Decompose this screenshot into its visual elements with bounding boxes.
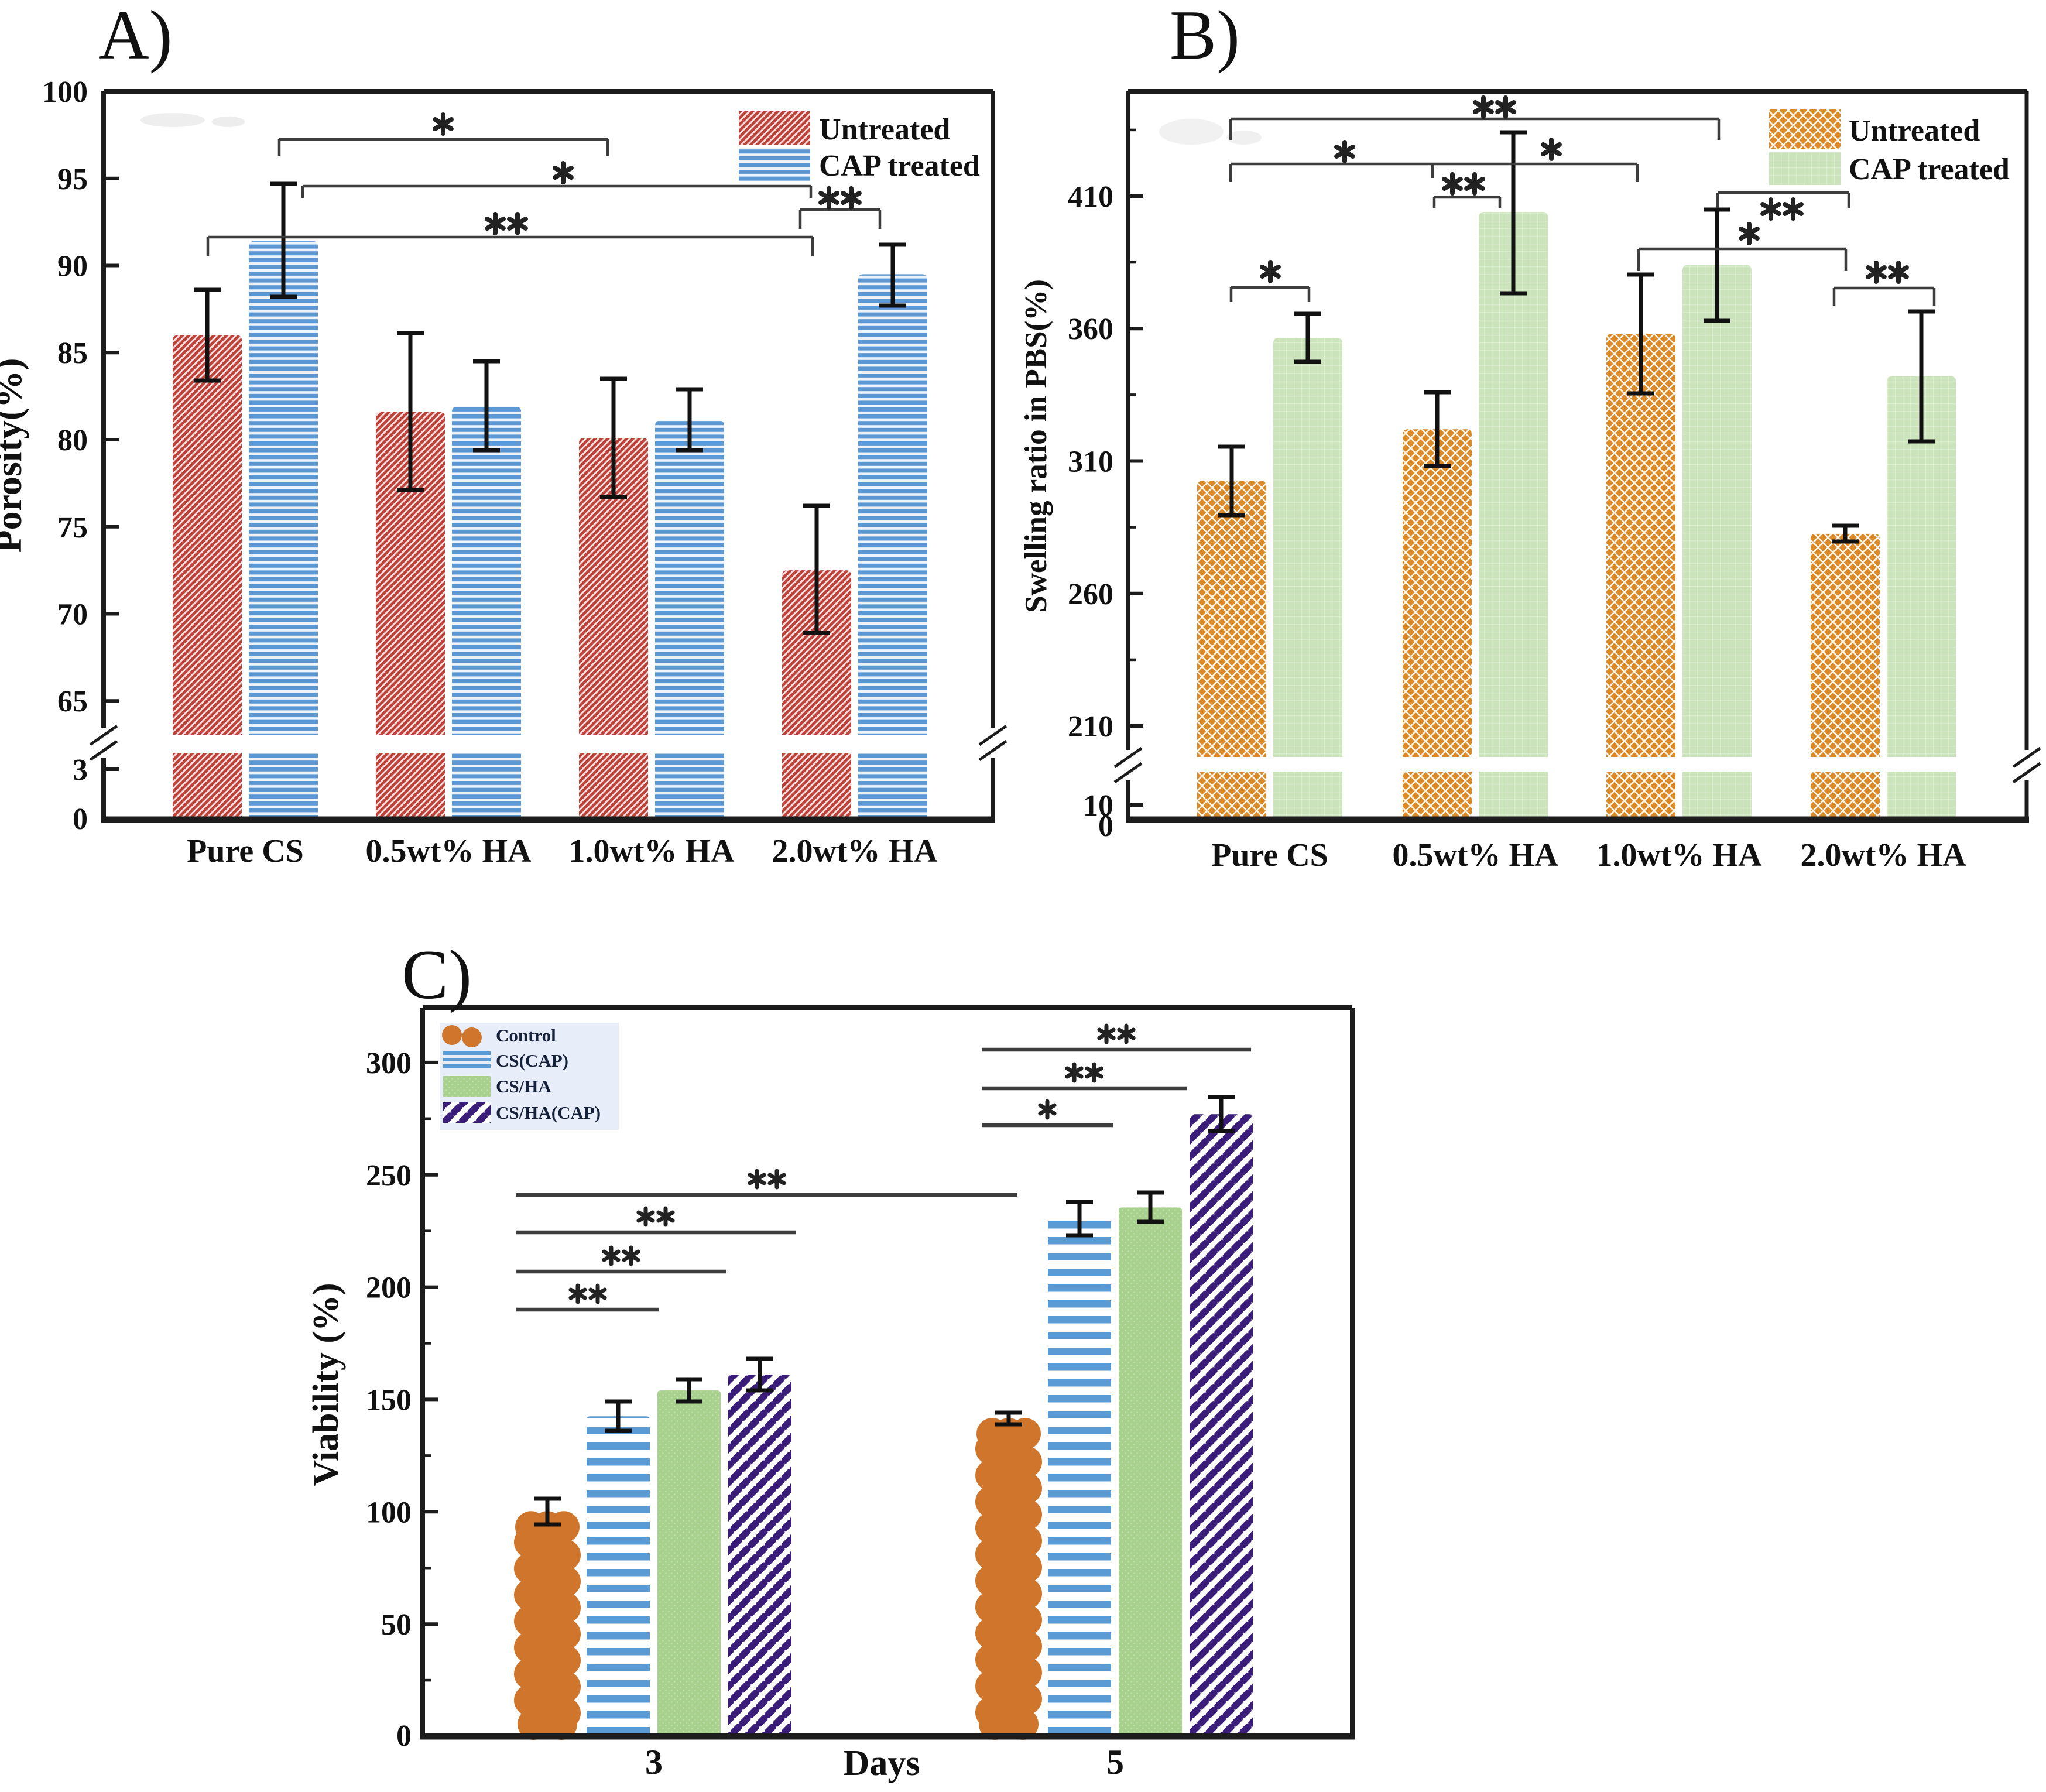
svg-text:Pure CS: Pure CS (1211, 837, 1328, 873)
svg-text:3: 3 (645, 1743, 663, 1781)
svg-text:210: 210 (1068, 710, 1113, 743)
svg-text:0: 0 (396, 1719, 412, 1753)
svg-text:1.0wt% HA: 1.0wt% HA (1596, 837, 1762, 873)
svg-text:Viability (%): Viability (%) (306, 1283, 346, 1486)
svg-text:Swelling ratio in PBS(%): Swelling ratio in PBS(%) (1019, 279, 1053, 613)
svg-text:260: 260 (1068, 578, 1113, 611)
svg-text:360: 360 (1068, 313, 1113, 346)
svg-text:2.0wt% HA: 2.0wt% HA (772, 833, 938, 869)
svg-text:250: 250 (366, 1159, 412, 1193)
svg-text:90: 90 (57, 250, 88, 283)
svg-text:Porosity(%): Porosity(%) (0, 358, 29, 553)
svg-text:1.0wt% HA: 1.0wt% HA (568, 833, 735, 869)
svg-text:310: 310 (1068, 446, 1113, 479)
svg-text:2.0wt% HA: 2.0wt% HA (1800, 837, 1966, 873)
svg-text:Untreated: Untreated (1849, 114, 1980, 148)
svg-text:CAP treated: CAP treated (1849, 153, 2010, 186)
svg-text:5: 5 (1106, 1743, 1124, 1781)
svg-text:3: 3 (73, 753, 88, 787)
svg-text:100: 100 (42, 76, 88, 109)
svg-text:CS/HA(CAP): CS/HA(CAP) (496, 1102, 601, 1123)
svg-text:150: 150 (366, 1383, 412, 1417)
svg-text:70: 70 (57, 598, 88, 632)
svg-text:410: 410 (1068, 180, 1113, 214)
svg-text:Days: Days (844, 1743, 920, 1783)
svg-text:300: 300 (366, 1047, 412, 1080)
svg-text:0: 0 (1098, 810, 1113, 843)
svg-text:Pure CS: Pure CS (187, 833, 304, 869)
svg-text:0.5wt% HA: 0.5wt% HA (365, 833, 532, 869)
svg-text:80: 80 (57, 424, 88, 457)
svg-text:Untreated: Untreated (819, 113, 950, 146)
svg-text:0.5wt% HA: 0.5wt% HA (1392, 837, 1558, 873)
svg-text:65: 65 (57, 685, 88, 718)
svg-text:50: 50 (381, 1608, 412, 1642)
svg-text:A): A) (98, 0, 173, 74)
svg-text:75: 75 (57, 511, 88, 544)
svg-text:C): C) (402, 936, 472, 1013)
svg-text:B): B) (1170, 0, 1240, 74)
svg-text:200: 200 (366, 1272, 412, 1305)
svg-text:0: 0 (73, 803, 88, 836)
svg-text:10: 10 (1083, 789, 1113, 823)
svg-text:95: 95 (57, 163, 88, 196)
svg-text:CAP treated: CAP treated (819, 149, 980, 183)
svg-text:100: 100 (366, 1496, 412, 1529)
svg-text:CS(CAP): CS(CAP) (496, 1050, 568, 1071)
svg-text:85: 85 (57, 337, 88, 370)
svg-text:CS/HA: CS/HA (496, 1076, 551, 1097)
svg-text:Control: Control (496, 1025, 556, 1046)
